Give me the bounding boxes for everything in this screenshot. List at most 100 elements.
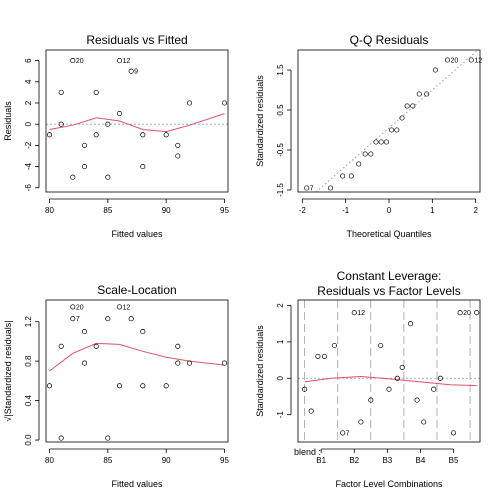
data-point	[175, 142, 181, 148]
y-tick-label: -1	[276, 411, 285, 419]
x-tick-label: 1	[430, 206, 435, 215]
data-point	[378, 139, 384, 145]
plot-frame	[297, 49, 481, 193]
data-point	[414, 397, 420, 403]
data-point	[416, 91, 422, 97]
data-point	[432, 67, 438, 73]
data-point	[58, 89, 64, 95]
data-point	[116, 58, 123, 64]
y-tick-label: -2	[24, 141, 33, 149]
y-tick-label: -1.5	[276, 183, 285, 197]
reference-line-group	[49, 342, 225, 372]
panel-title: Constant Leverage:	[337, 269, 442, 283]
y-tick-label: 1.5	[276, 64, 285, 76]
data-point	[163, 132, 169, 138]
data-point	[116, 383, 123, 389]
point-label: 20	[76, 304, 84, 311]
data-point	[81, 142, 88, 148]
data-point	[186, 100, 193, 106]
panel-1: Residuals vs Fitted 20 129 80 85 90 95 -6 -4 -2 0 2…	[3, 33, 229, 239]
y-tick-label: 0.0	[24, 434, 33, 446]
y-axis-label: Standardized residuals	[255, 325, 265, 417]
data-point	[378, 342, 384, 349]
data-point	[70, 316, 76, 322]
x-axis-label: Fitted values	[111, 229, 163, 239]
data-point	[81, 164, 88, 170]
reference-line-group	[315, 50, 479, 192]
data-point	[186, 360, 193, 366]
data-point	[116, 111, 123, 117]
plot-frame	[45, 49, 229, 193]
x-tick-label: B3	[382, 456, 392, 465]
y-tick-label: 0	[24, 121, 33, 126]
data-point	[389, 127, 395, 133]
panel-title: Residuals vs Fitted	[86, 33, 187, 47]
y-tick-label: 2	[276, 303, 285, 308]
point-label: 7	[346, 430, 350, 437]
x-tick-label: 80	[45, 456, 54, 465]
data-point	[394, 127, 400, 133]
data-point	[399, 364, 405, 370]
x-tick-label: B1	[316, 456, 326, 465]
point-label: 12	[123, 304, 131, 311]
point-label: 20	[76, 58, 84, 65]
y-tick-label: 6	[24, 58, 33, 63]
y-axis-label: Standardized residuals	[255, 75, 265, 167]
y-tick-label: 0.4	[24, 394, 33, 406]
y-tick-label: 4	[24, 79, 33, 84]
y-tick-label: 0.8	[24, 355, 33, 367]
data-point	[105, 435, 111, 441]
point-label: 20	[463, 310, 471, 317]
data-point	[93, 343, 99, 349]
data-point	[457, 310, 463, 316]
x-tick-label: 90	[162, 456, 171, 465]
data-point	[373, 139, 379, 145]
y-axis-label: √|Standardized residuals|	[3, 320, 13, 421]
data-point	[221, 100, 228, 106]
data-point	[128, 68, 134, 74]
x-tick-label: B5	[449, 456, 459, 465]
data-point	[70, 174, 76, 180]
x-tick-label: 95	[220, 206, 229, 215]
y-tick-label: 1	[276, 339, 285, 344]
data-point	[308, 408, 314, 414]
data-point	[386, 386, 392, 392]
data-point	[315, 353, 321, 359]
panel-4: Constant Leverage:Residuals vs Factor Le…	[255, 269, 481, 489]
data-point	[444, 57, 451, 63]
y-tick-label: -4	[24, 162, 33, 170]
qq-reference-line	[315, 50, 479, 192]
x-tick-label: 90	[162, 206, 171, 215]
data-point	[46, 383, 53, 389]
data-point	[58, 435, 64, 441]
point-label: 12	[474, 58, 482, 65]
smooth-line	[304, 375, 477, 387]
x-tick-label: B2	[349, 456, 359, 465]
data-point	[368, 397, 374, 403]
data-point	[474, 310, 480, 316]
x-axis-label: Fitted values	[111, 479, 163, 489]
data-point	[450, 430, 457, 436]
y-tick-label: 1.2	[24, 316, 33, 328]
y-tick-label: 0.5	[276, 104, 285, 116]
x-tick-label: 0	[387, 206, 392, 215]
panel-title: Q-Q Residuals	[350, 33, 429, 47]
factor-label: blend :	[294, 447, 321, 457]
plot-frame	[297, 299, 481, 443]
data-point	[368, 151, 374, 157]
data-point	[105, 121, 111, 127]
point-label: 12	[357, 310, 365, 317]
data-point	[421, 419, 427, 425]
data-point	[58, 343, 64, 349]
point-label: 12	[123, 58, 131, 65]
data-point	[404, 103, 410, 109]
data-point	[70, 58, 76, 64]
data-point	[58, 121, 64, 127]
y-tick-label: -0.5	[276, 143, 285, 157]
data-point	[351, 310, 357, 316]
data-point	[93, 89, 99, 95]
data-point	[340, 173, 346, 179]
data-point	[468, 57, 474, 63]
